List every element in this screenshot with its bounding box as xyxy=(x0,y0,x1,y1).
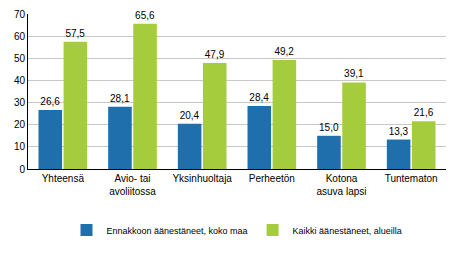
svg-text:20: 20 xyxy=(14,119,26,130)
svg-text:Kotonaasuva lapsi: Kotonaasuva lapsi xyxy=(316,173,366,197)
svg-text:Ennakkoon äänestäneet, koko ma: Ennakkoon äänestäneet, koko maa xyxy=(107,226,248,236)
svg-text:Kaikki äänestäneet, alueilla: Kaikki äänestäneet, alueilla xyxy=(293,226,402,236)
svg-text:65,6: 65,6 xyxy=(135,10,155,21)
svg-text:47,9: 47,9 xyxy=(205,49,225,60)
svg-text:Yksinhuoltaja: Yksinhuoltaja xyxy=(172,173,232,184)
svg-text:60: 60 xyxy=(14,31,26,42)
svg-text:30: 30 xyxy=(14,97,26,108)
svg-text:26,6: 26,6 xyxy=(40,96,60,107)
svg-text:70: 70 xyxy=(14,9,26,20)
svg-text:28,1: 28,1 xyxy=(110,93,130,104)
svg-text:Perheetön: Perheetön xyxy=(249,173,295,184)
svg-text:57,5: 57,5 xyxy=(65,28,85,39)
svg-text:21,6: 21,6 xyxy=(414,107,434,118)
svg-text:20,4: 20,4 xyxy=(180,110,200,121)
svg-text:Avio- taiavoliitossa: Avio- taiavoliitossa xyxy=(109,173,156,197)
svg-text:28,4: 28,4 xyxy=(249,92,269,103)
svg-text:13,3: 13,3 xyxy=(389,126,409,137)
svg-text:10: 10 xyxy=(14,141,26,152)
svg-text:50: 50 xyxy=(14,53,26,64)
svg-text:Tuntematon: Tuntematon xyxy=(385,173,438,184)
svg-text:40: 40 xyxy=(14,75,26,86)
svg-text:0: 0 xyxy=(19,164,25,175)
svg-text:39,1: 39,1 xyxy=(344,68,364,79)
svg-text:49,2: 49,2 xyxy=(274,46,294,57)
svg-text:15,0: 15,0 xyxy=(319,122,339,133)
svg-text:Yhteensä: Yhteensä xyxy=(42,173,85,184)
